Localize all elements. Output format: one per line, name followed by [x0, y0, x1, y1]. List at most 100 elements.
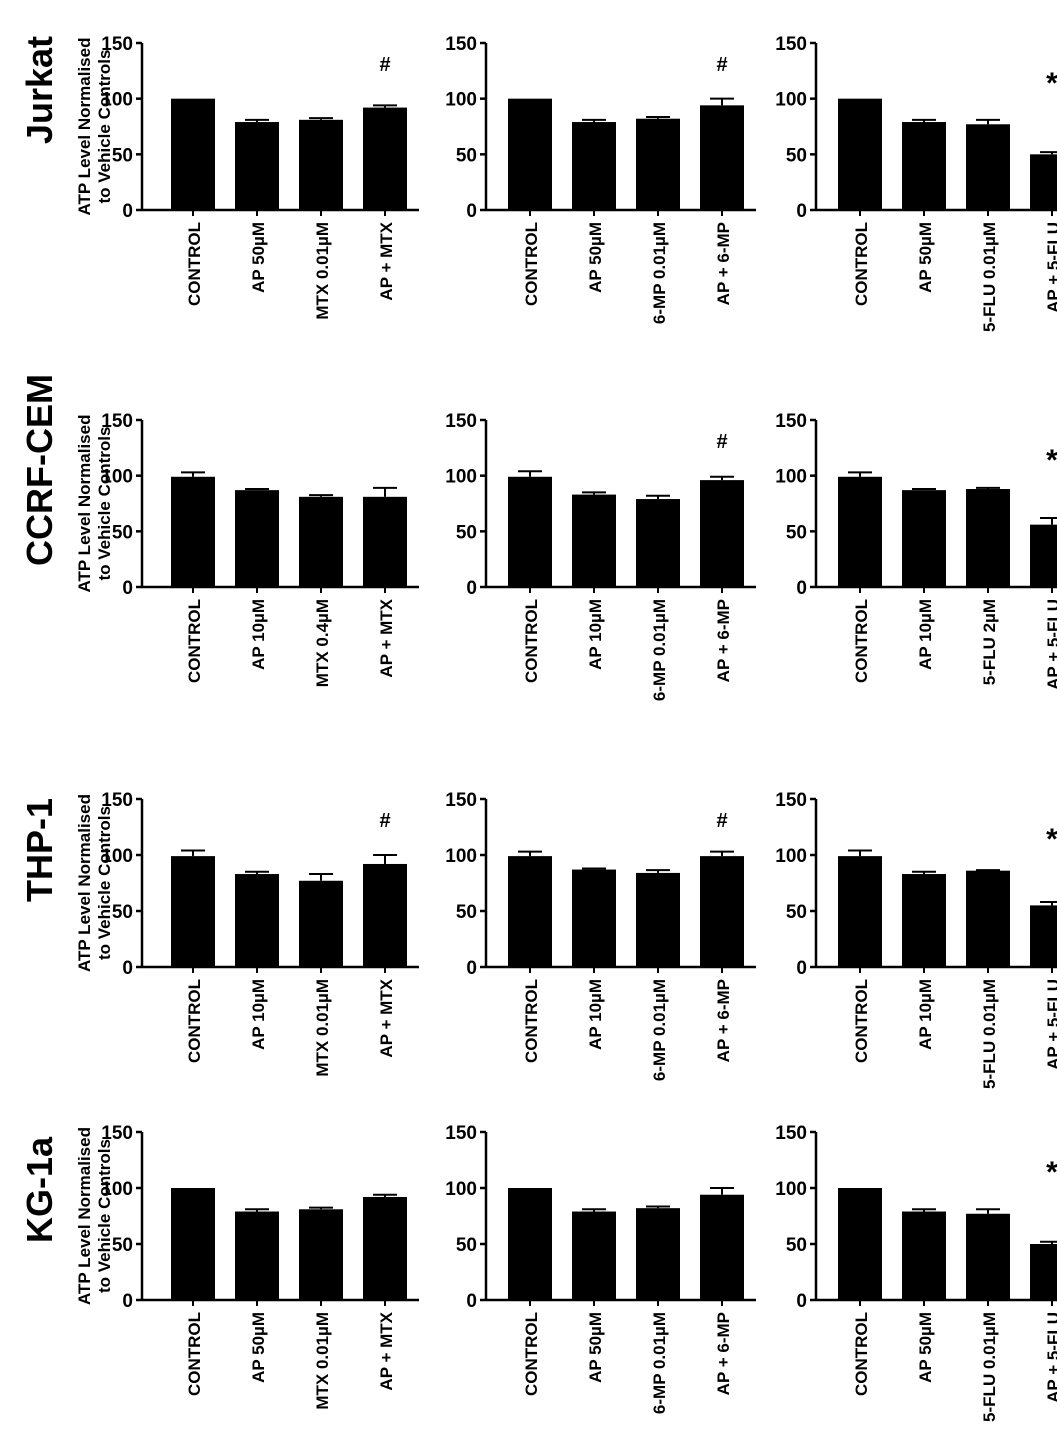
significance-hash: # [379, 54, 390, 76]
panel-2-2: 0 50 100 150 CONTROL AP 10µM 6-MP 0.01µM AP + 6… [445, 411, 756, 701]
bar [636, 118, 680, 210]
x-tick-label: AP 50µM [249, 1312, 268, 1383]
y-tick-label: 0 [796, 958, 807, 979]
x-tick-label: AP 50µM [586, 1312, 605, 1383]
x-tick-label: MTX 0.01µM [313, 979, 332, 1077]
panel-4-1: ATP Level Normalised to Vehicle Controls 0… [75, 1123, 419, 1410]
x-tick-label: MTX 0.4µM [313, 599, 332, 687]
bar [363, 496, 407, 587]
y-tick-label: 50 [786, 902, 807, 923]
bar [299, 880, 343, 967]
x-tick-label: CONTROL [852, 1312, 871, 1396]
significance-star: * [1046, 823, 1057, 856]
y-tick-label: 0 [466, 1291, 477, 1312]
y-tick-label: 50 [112, 1235, 133, 1256]
bar [838, 856, 882, 967]
y-tick-label: 100 [101, 846, 133, 867]
y-tick-label: 150 [775, 34, 807, 55]
bar [508, 856, 552, 967]
y-axis-label-line2: to Vehicle Controls [95, 427, 114, 581]
panel-4-2: 0 50 100 150 CONTROL AP 50µM 6-MP 0.01µM AP + 6… [445, 1123, 756, 1414]
y-tick-label: 0 [122, 1291, 133, 1312]
bar [235, 874, 279, 967]
row-label-jurkat: Jurkat [19, 36, 60, 144]
x-tick-label: 5-FLU 0.01µM [980, 979, 999, 1089]
bar [508, 98, 552, 210]
x-tick-label: AP + 6-MP [714, 979, 733, 1062]
bar [700, 856, 744, 967]
y-tick-label: 150 [775, 1123, 807, 1144]
bar [572, 122, 616, 210]
x-tick-label: AP 10µM [916, 979, 935, 1050]
bar [636, 499, 680, 587]
x-tick-label: AP + 5-FLU [1044, 979, 1057, 1070]
y-tick-label: 100 [775, 846, 807, 867]
panel-1-1: ATP Level Normalised to Vehicle Controls 0… [75, 34, 419, 320]
y-axis-label-line1: ATP Level Normalised [75, 1127, 94, 1305]
significance-star: * [1046, 67, 1057, 100]
y-axis-label-line2: to Vehicle Controls [95, 806, 114, 960]
x-tick-label: AP + MTX [377, 1311, 396, 1390]
y-tick-label: 50 [456, 1235, 477, 1256]
panel-2-1: ATP Level Normalised to Vehicle Controls 0… [75, 411, 419, 687]
y-tick-label: 100 [101, 467, 133, 488]
bar [363, 863, 407, 967]
x-tick-label: CONTROL [522, 1312, 541, 1396]
x-tick-label: 5-FLU 2µM [980, 599, 999, 685]
y-tick-label: 50 [112, 145, 133, 166]
y-tick-label: 50 [456, 902, 477, 923]
x-tick-label: 5-FLU 0.01µM [980, 222, 999, 332]
x-tick-label: AP + MTX [377, 978, 396, 1057]
bar [171, 856, 215, 967]
bar [700, 105, 744, 210]
y-tick-label: 150 [775, 790, 807, 811]
y-tick-label: 150 [445, 411, 477, 432]
y-tick-label: 0 [466, 958, 477, 979]
bar [171, 98, 215, 210]
bar [902, 1211, 946, 1300]
x-tick-label: CONTROL [852, 599, 871, 683]
bar [299, 496, 343, 587]
bar [838, 98, 882, 210]
bar [299, 1209, 343, 1300]
bar [966, 870, 1010, 967]
bar [171, 476, 215, 587]
y-axis-label-line1: ATP Level Normalised [75, 794, 94, 972]
y-tick-label: 50 [456, 522, 477, 543]
bar [1030, 905, 1057, 967]
y-tick-label: 100 [445, 846, 477, 867]
significance-hash: # [379, 810, 390, 832]
bar [299, 119, 343, 210]
x-tick-label: AP + 6-MP [714, 1312, 733, 1395]
x-tick-label: MTX 0.01µM [313, 222, 332, 320]
bar [838, 1188, 882, 1300]
y-tick-label: 100 [775, 1179, 807, 1200]
y-tick-label: 100 [445, 90, 477, 111]
y-tick-label: 0 [796, 578, 807, 599]
y-tick-label: 50 [456, 145, 477, 166]
bar [363, 1196, 407, 1300]
y-tick-label: 100 [445, 1179, 477, 1200]
x-tick-label: AP 10µM [586, 979, 605, 1050]
x-tick-label: AP 10µM [249, 599, 268, 670]
x-tick-label: AP + 5-FLU [1044, 222, 1057, 313]
y-tick-label: 100 [775, 467, 807, 488]
significance-star: * [1046, 1156, 1057, 1189]
panel-1-2: 0 50 100 150 CONTROL AP 50µM 6-MP 0.01µM AP + 6… [445, 34, 756, 324]
x-tick-label: AP 50µM [916, 1312, 935, 1383]
bar [171, 1188, 215, 1300]
x-tick-label: AP + 5-FLU [1044, 1312, 1057, 1403]
bar [572, 1211, 616, 1300]
bar [902, 122, 946, 210]
x-tick-label: AP 10µM [586, 599, 605, 670]
y-tick-label: 150 [445, 34, 477, 55]
y-axis-label-line1: ATP Level Normalised [75, 415, 94, 593]
y-tick-label: 0 [796, 201, 807, 222]
row-label-kg-1a: KG-1a [19, 1136, 60, 1243]
row-label-thp-1: THP-1 [19, 798, 60, 902]
bar [902, 490, 946, 587]
x-tick-label: 6-MP 0.01µM [650, 599, 669, 701]
bar [636, 1208, 680, 1300]
x-tick-label: 6-MP 0.01µM [650, 979, 669, 1081]
x-tick-label: AP + MTX [377, 221, 396, 300]
